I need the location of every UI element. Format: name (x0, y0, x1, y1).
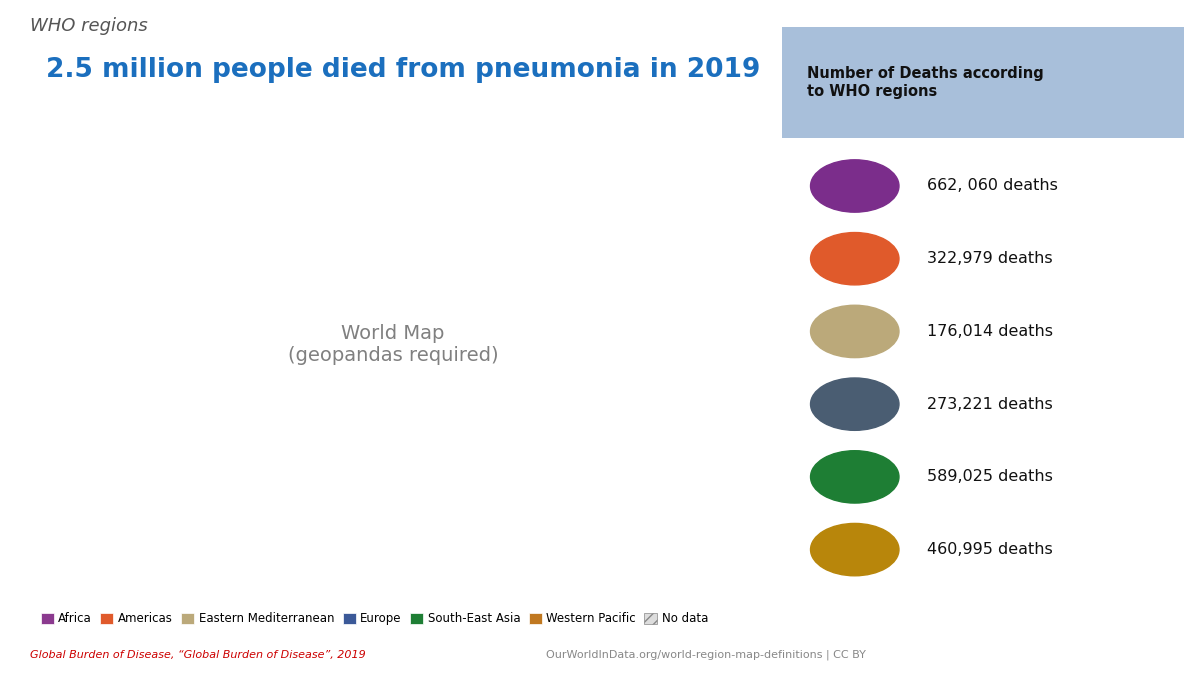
Text: 176,014 deaths: 176,014 deaths (928, 324, 1054, 339)
Text: 273,221 deaths: 273,221 deaths (928, 397, 1052, 412)
Ellipse shape (810, 305, 899, 358)
Text: Global Burden of Disease, “Global Burden of Disease”, 2019: Global Burden of Disease, “Global Burden… (30, 650, 366, 660)
Ellipse shape (810, 523, 899, 576)
Text: WHO regions: WHO regions (30, 17, 148, 35)
Ellipse shape (810, 232, 899, 285)
Text: World Map
(geopandas required): World Map (geopandas required) (288, 324, 498, 365)
Text: 662, 060 deaths: 662, 060 deaths (928, 178, 1058, 194)
Text: 322,979 deaths: 322,979 deaths (928, 251, 1052, 266)
Text: 2.5 million people died from pneumonia in 2019: 2.5 million people died from pneumonia i… (46, 57, 760, 84)
Ellipse shape (810, 160, 899, 212)
Legend: Africa, Americas, Eastern Mediterranean, Europe, South-East Asia, Western Pacifi: Africa, Americas, Eastern Mediterranean,… (36, 608, 713, 630)
Text: OurWorldInData.org/world-region-map-definitions | CC BY: OurWorldInData.org/world-region-map-defi… (546, 649, 866, 660)
Ellipse shape (810, 378, 899, 431)
Ellipse shape (810, 451, 899, 503)
Text: Number of Deaths according
to WHO regions: Number of Deaths according to WHO region… (806, 66, 1043, 99)
Text: 589,025 deaths: 589,025 deaths (928, 469, 1052, 485)
FancyBboxPatch shape (782, 27, 1184, 138)
Text: 460,995 deaths: 460,995 deaths (928, 542, 1052, 557)
